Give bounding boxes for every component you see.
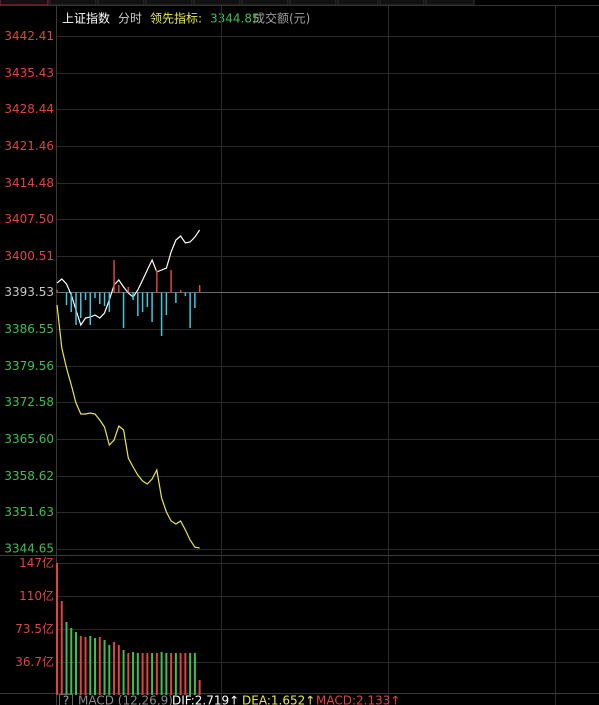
y-tick-label: 3393.53 [4,285,54,299]
y-tick-label: 3351.63 [4,505,54,519]
y-tick-label: 3386.55 [4,322,54,336]
price-line [56,304,200,549]
tab[interactable] [0,0,49,6]
y-tick-label: 3372.58 [4,395,54,409]
macd-label: MACD:2.133↑ [316,694,400,705]
volume-bar [179,652,182,695]
tab[interactable] [193,0,241,6]
tab[interactable] [425,0,475,6]
volume-bar [189,652,192,695]
volume-bar [184,652,187,695]
tab[interactable] [49,0,97,6]
volume-bar [84,636,87,695]
volume-bar [70,628,73,695]
header-label: 3344.85 [210,12,260,26]
macd-label: MACD (12,26,9) [78,694,173,705]
macd-label: DEA:1.652↑ [242,694,315,705]
volume-bar [170,652,173,695]
volume-bar [146,652,149,695]
volume-bar [174,652,177,695]
volume-bar [160,651,163,695]
chart-title: 上证指数 [62,11,110,26]
header-label: 领先指标: [150,11,202,26]
volume-bar [56,563,58,695]
tab[interactable] [337,0,379,6]
volume-bar [103,640,106,695]
volume-bar [79,636,82,695]
volume-bar [193,652,196,695]
volume-bar [113,642,116,695]
top-tabs [0,0,475,6]
y-tick-label: 3379.56 [4,359,54,373]
volume-bar [60,600,63,695]
y-tick-label: 3421.46 [4,139,54,153]
volume-bar [198,680,201,695]
tab[interactable] [241,0,289,6]
volume-bar [117,644,120,695]
header-label: 分时 [118,12,142,26]
volume-bar [65,621,68,695]
volume-bar [108,644,111,695]
header-label: 成交额(元) [253,11,310,26]
help-box [59,694,73,705]
y-tick-label: 3435.43 [4,66,54,80]
volume-bar [132,651,135,695]
y-tick-label: 147亿 [19,555,54,570]
y-tick-label: 3428.44 [4,102,54,116]
volume-bar [136,652,139,695]
volume-bar [75,631,78,695]
y-tick-label: 3344.65 [4,542,54,556]
volume-bar [122,650,125,695]
y-tick-label: 3358.62 [4,469,54,483]
y-tick-label: 3414.48 [4,176,54,190]
volume-bar [151,652,154,695]
volume-bar [127,652,130,695]
tab[interactable] [379,0,425,6]
tab[interactable] [145,0,193,6]
y-tick-label: 3400.51 [4,249,54,263]
volume-bar [98,636,101,695]
volume-bar [155,652,158,695]
volume-bar [141,652,144,695]
help-icon: ? [63,694,69,705]
macd-label: DIF:2.719↑ [172,694,239,705]
y-tick-label: 3442.41 [4,29,54,43]
y-tick-label: 36.7亿 [15,654,54,669]
price-line [56,229,201,327]
volume-bar [89,636,92,695]
tab[interactable] [289,0,337,6]
y-tick-label: 3407.50 [4,212,54,226]
y-tick-label: 73.5亿 [15,621,54,636]
tab[interactable] [97,0,145,6]
volume-bar [94,637,97,695]
y-tick-label: 110亿 [19,588,54,603]
volume-bar [165,652,168,695]
y-tick-label: 3365.60 [4,432,54,446]
